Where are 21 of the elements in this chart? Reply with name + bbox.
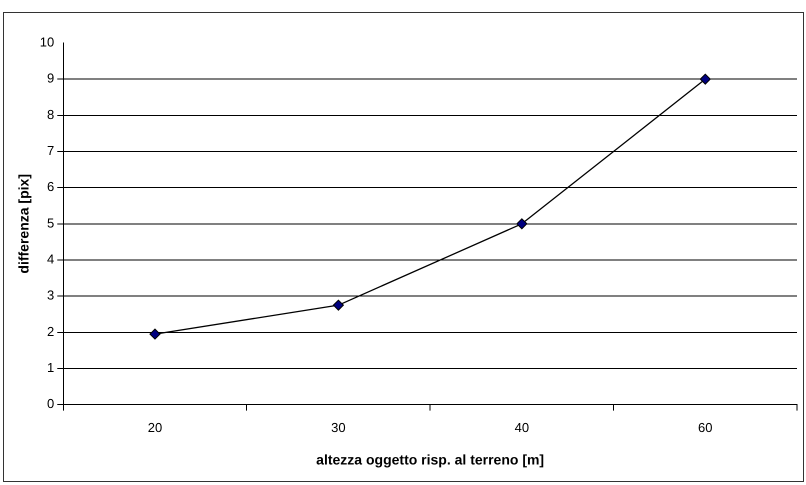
y-tick-label: 10 — [40, 34, 54, 50]
y-tick-label: 7 — [47, 143, 54, 158]
x-axis-title: altezza oggetto risp. al terreno [m] — [316, 451, 544, 468]
y-tick-label: 5 — [47, 215, 54, 230]
y-axis-title: differenza [pix] — [15, 174, 32, 274]
y-tick-label: 4 — [47, 252, 54, 267]
x-tick-label: 60 — [698, 420, 713, 435]
y-tick-label: 6 — [47, 179, 54, 194]
x-tick-label: 30 — [331, 420, 346, 435]
point — [516, 218, 528, 230]
x-tick-label: 40 — [514, 420, 530, 435]
y-tick-label: 8 — [47, 106, 54, 122]
y-tick-label: 1 — [47, 360, 54, 376]
point — [149, 328, 160, 340]
point — [700, 74, 711, 85]
y-tick-label: 9 — [47, 70, 54, 86]
point — [332, 300, 344, 311]
y-tick-label: 3 — [47, 288, 54, 303]
y-tick-label: 0 — [47, 396, 54, 412]
y-tick-label: 2 — [47, 324, 54, 339]
x-tick-label: 20 — [148, 420, 162, 435]
